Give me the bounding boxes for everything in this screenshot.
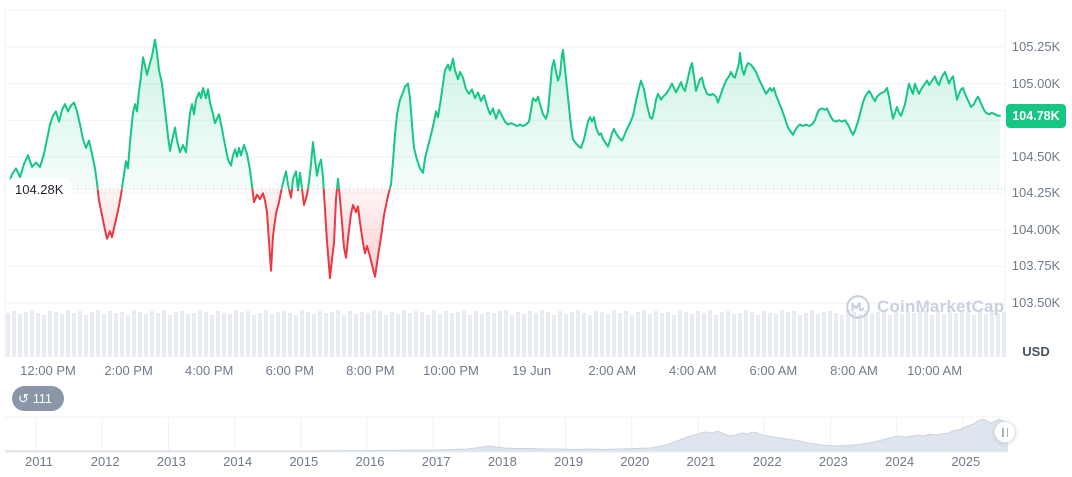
year-label: 2015 [289,454,319,469]
current-price-badge: 104.78K [1006,103,1066,128]
current-price-value: 104.78K [1012,108,1060,123]
x-axis-tick: 2:00 PM [104,363,153,378]
year-label: 2023 [818,454,848,469]
y-axis-tick: 104.00K [1011,221,1061,237]
x-axis-tick: 6:00 PM [265,363,314,378]
y-axis-tick: 104.25K [1011,185,1061,201]
scrubber-drag-handle[interactable] [994,421,1016,443]
y-axis-unit-label: USD [1022,344,1050,359]
x-axis-tick: 4:00 AM [668,363,717,378]
baseline-price-label: 104.28K [6,178,73,200]
price-chart[interactable] [0,0,1072,360]
x-axis-tick: 6:00 AM [749,363,798,378]
history-count-badge[interactable]: ↺ 111 [12,386,64,411]
year-label: 2021 [686,454,716,469]
timeline-scrubber[interactable] [0,410,1072,456]
year-label: 2022 [752,454,782,469]
year-label: 2025 [951,454,981,469]
x-axis-tick: 10:00 AM [907,363,963,378]
history-icon: ↺ [18,391,29,406]
y-axis-tick: 103.50K [1011,295,1061,311]
y-axis-tick: 104.50K [1011,148,1061,164]
x-axis-tick: 12:00 PM [20,363,76,378]
year-label: 2019 [554,454,584,469]
year-label: 2012 [90,454,120,469]
x-axis-tick: 4:00 PM [184,363,234,378]
x-axis-tick: 2:00 AM [588,363,637,378]
year-label: 2013 [156,454,186,469]
year-label: 2017 [421,454,451,469]
year-label: 2011 [25,454,53,469]
y-axis-tick: 105.25K [1011,39,1061,54]
x-axis-tick: 8:00 PM [346,363,395,378]
x-axis-tick: 8:00 AM [830,363,878,378]
year-label: 2016 [355,454,385,469]
year-label: 2020 [620,454,650,469]
baseline-price-value: 104.28K [15,181,64,197]
history-count: 111 [32,391,52,406]
y-axis-tick: 103.75K [1011,258,1061,274]
y-axis-tick: 105.00K [1011,75,1061,91]
year-label: 2024 [885,454,915,469]
year-label: 2014 [223,454,253,469]
x-axis-tick: 19 Jun [512,363,552,378]
x-axis-tick: 10:00 PM [423,363,479,378]
year-label: 2018 [487,454,517,469]
